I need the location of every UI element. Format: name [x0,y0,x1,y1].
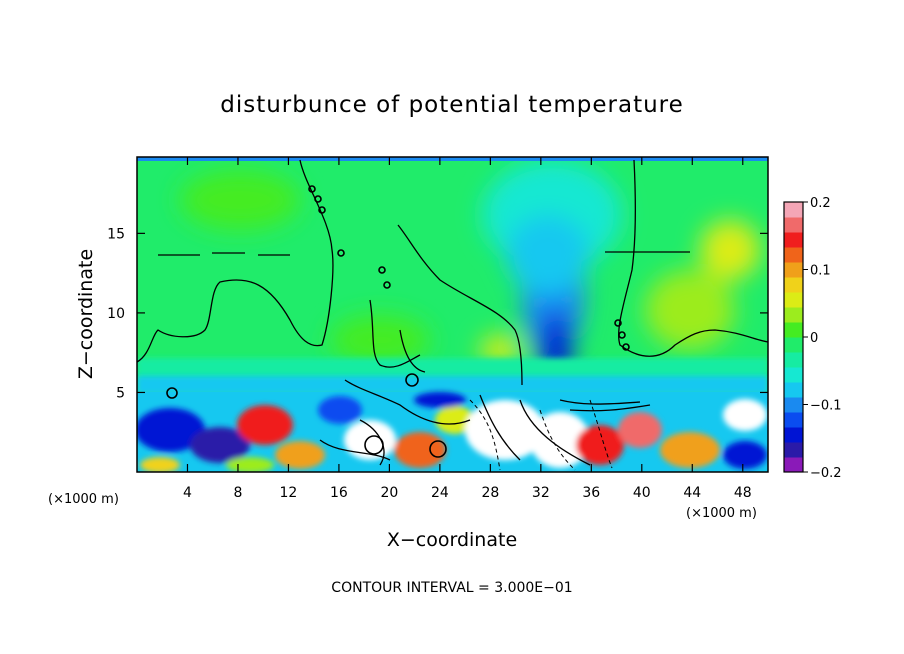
colorbar-cell [784,382,803,398]
x-tick-label: 16 [330,485,348,501]
x-unit-label-left: (×1000 m) [48,492,119,507]
colorbar-cell [784,262,803,278]
x-tick-label: 36 [582,485,600,501]
colorbar-cell [784,412,803,428]
y-tick-label: 5 [116,385,125,401]
colorbar-cell [784,427,803,443]
plot-frame [136,156,769,473]
colorbar-cell [784,217,803,233]
contour-lines [137,159,768,466]
x-tick-label: 8 [233,485,242,501]
colorbar-cell [784,352,803,368]
chart-title: disturbunce of potential temperature [220,92,684,118]
colorbar-tick-label: −0.2 [810,466,842,481]
colorbar-cell [784,247,803,263]
x-tick-label: 12 [280,485,298,501]
x-tick-label: 20 [380,485,398,501]
colorbar-tick-label: 0.1 [810,264,831,279]
x-unit-label-right: (×1000 m) [686,506,757,521]
colorbar-tick-label: 0 [810,331,818,346]
x-tick-label: 24 [431,485,449,501]
colorbar-cell [784,292,803,308]
y-ticks: 5 10 15 [107,226,768,401]
colorbar-cell [784,277,803,293]
colorbar: 0.2 0.1 0 −0.1 −0.2 [783,196,842,481]
colorbar-tick-label: −0.1 [810,399,842,414]
y-tick-label: 15 [107,226,125,242]
x-tick-label: 32 [532,485,550,501]
x-tick-label: 40 [633,485,651,501]
colorbar-ticks: 0.2 0.1 0 −0.1 −0.2 [803,196,842,481]
y-tick-label: 10 [107,306,125,322]
colorbar-cell [784,322,803,338]
x-axis-title: X−coordinate [387,529,517,551]
colorbar-cell [784,367,803,383]
colorbar-tick-label: 0.2 [810,196,831,211]
colorbar-cell [784,397,803,413]
contour-interval-note: CONTOUR INTERVAL = 3.000E−01 [331,580,572,596]
colorbar-cell [784,307,803,323]
y-axis-title: Z−coordinate [75,249,97,379]
colorbar-cell [784,457,803,473]
x-tick-label: 48 [734,485,752,501]
heatmap-field [137,157,768,472]
colorbar-cell [784,232,803,248]
x-tick-label: 4 [183,485,192,501]
x-tick-label: 44 [683,485,701,501]
colorbar-cell [784,442,803,458]
colorbar-cell [784,202,803,218]
colorbar-cell [784,337,803,353]
x-ticks: 4 8 12 16 20 24 28 32 36 40 44 48 [183,157,752,501]
colorbar-cells [784,202,803,473]
x-tick-label: 28 [481,485,499,501]
